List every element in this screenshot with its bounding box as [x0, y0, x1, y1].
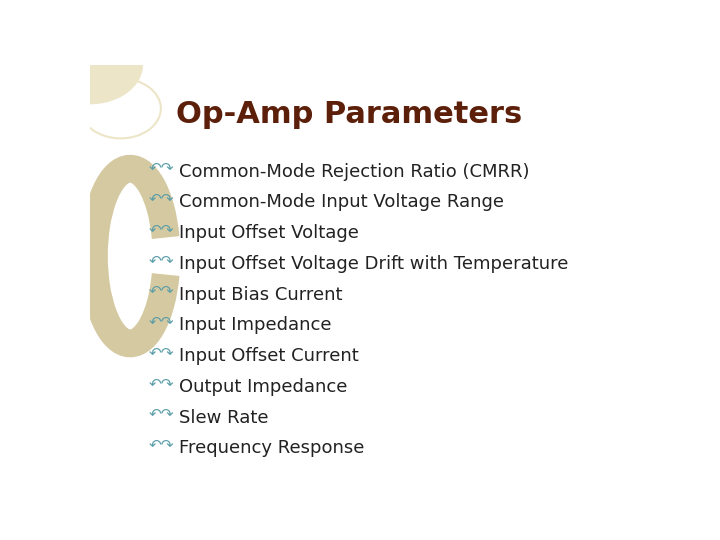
Text: ↶↷: ↶↷	[148, 376, 174, 391]
Text: ↶↷: ↶↷	[148, 345, 174, 360]
Text: Output Impedance: Output Impedance	[179, 378, 348, 396]
Text: Input Offset Voltage: Input Offset Voltage	[179, 224, 359, 242]
Text: ↶↷: ↶↷	[148, 191, 174, 206]
Text: ↶↷: ↶↷	[148, 253, 174, 268]
Text: ↶↷: ↶↷	[148, 160, 174, 176]
Text: Input Bias Current: Input Bias Current	[179, 286, 343, 303]
Text: ↶↷: ↶↷	[148, 284, 174, 299]
Text: Slew Rate: Slew Rate	[179, 409, 269, 427]
Text: Input Offset Voltage Drift with Temperature: Input Offset Voltage Drift with Temperat…	[179, 255, 569, 273]
Text: Frequency Response: Frequency Response	[179, 440, 364, 457]
Text: ↶↷: ↶↷	[148, 407, 174, 422]
Circle shape	[37, 25, 143, 104]
Text: ↶↷: ↶↷	[148, 222, 174, 237]
Text: ↶↷: ↶↷	[148, 314, 174, 329]
Text: Input Impedance: Input Impedance	[179, 316, 332, 334]
Text: Input Offset Current: Input Offset Current	[179, 347, 359, 365]
Text: Op-Amp Parameters: Op-Amp Parameters	[176, 100, 523, 129]
Text: Common-Mode Rejection Ratio (CMRR): Common-Mode Rejection Ratio (CMRR)	[179, 163, 530, 180]
Text: ↶↷: ↶↷	[148, 437, 174, 453]
Text: Common-Mode Input Voltage Range: Common-Mode Input Voltage Range	[179, 193, 504, 211]
